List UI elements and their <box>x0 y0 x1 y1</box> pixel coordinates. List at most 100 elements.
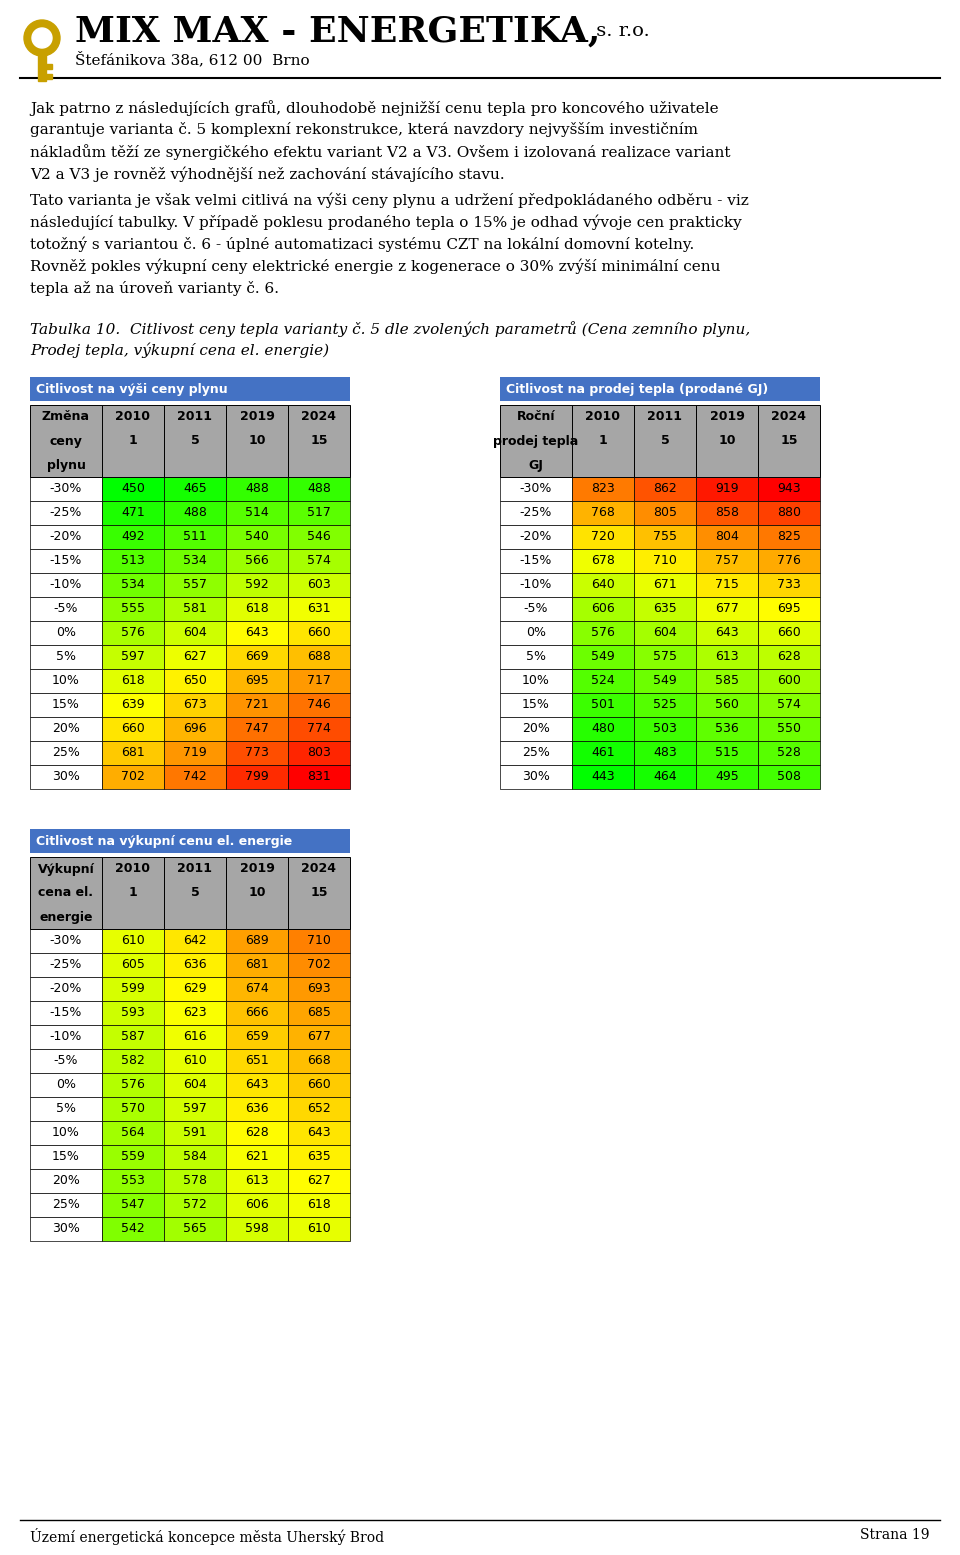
Text: V2 a V3 je rovněž výhodnější než zachování stávajícího stavu.: V2 a V3 je rovněž výhodnější než zachová… <box>30 166 505 182</box>
Text: 616: 616 <box>183 1031 206 1043</box>
Bar <box>572 526 634 549</box>
Bar <box>226 597 288 620</box>
Bar <box>164 1096 226 1121</box>
Bar <box>102 1169 164 1193</box>
Text: 774: 774 <box>307 723 331 736</box>
Bar <box>500 549 572 572</box>
Text: 660: 660 <box>778 627 801 639</box>
Text: 603: 603 <box>307 578 331 591</box>
Bar <box>758 526 820 549</box>
Text: 15%: 15% <box>52 1151 80 1163</box>
Bar <box>500 645 572 669</box>
Bar <box>164 404 226 477</box>
Text: 576: 576 <box>121 1079 145 1092</box>
Text: 681: 681 <box>245 958 269 972</box>
Bar <box>572 717 634 742</box>
Bar <box>226 477 288 501</box>
Text: 2019: 2019 <box>240 411 275 423</box>
Text: 720: 720 <box>591 530 615 544</box>
Bar <box>30 1169 102 1193</box>
Text: Výkupní: Výkupní <box>37 863 94 875</box>
Text: 773: 773 <box>245 746 269 759</box>
Text: 688: 688 <box>307 650 331 664</box>
Text: 681: 681 <box>121 746 145 759</box>
Bar <box>696 645 758 669</box>
Bar <box>30 597 102 620</box>
Text: 0%: 0% <box>56 1079 76 1092</box>
Text: 480: 480 <box>591 723 615 736</box>
Text: -25%: -25% <box>50 958 83 972</box>
Bar <box>30 477 102 501</box>
Text: 587: 587 <box>121 1031 145 1043</box>
Text: 880: 880 <box>777 507 801 519</box>
Text: 823: 823 <box>591 482 614 496</box>
Bar <box>102 645 164 669</box>
Bar <box>164 928 226 953</box>
Text: 757: 757 <box>715 555 739 568</box>
Bar <box>30 669 102 694</box>
Bar <box>30 501 102 526</box>
Text: 2011: 2011 <box>178 411 212 423</box>
Text: 768: 768 <box>591 507 615 519</box>
Text: 517: 517 <box>307 507 331 519</box>
Bar <box>572 501 634 526</box>
Text: 597: 597 <box>183 1102 207 1115</box>
Text: 25%: 25% <box>52 746 80 759</box>
Bar <box>30 620 102 645</box>
Text: 553: 553 <box>121 1174 145 1188</box>
Bar <box>500 376 820 401</box>
Text: 629: 629 <box>183 983 206 995</box>
Text: 677: 677 <box>715 602 739 616</box>
Text: 2011: 2011 <box>647 411 683 423</box>
Text: 514: 514 <box>245 507 269 519</box>
Bar <box>164 742 226 765</box>
Bar <box>288 549 350 572</box>
Bar <box>164 1144 226 1169</box>
Text: 668: 668 <box>307 1054 331 1067</box>
Bar <box>572 645 634 669</box>
Bar <box>30 953 102 977</box>
Bar <box>226 953 288 977</box>
Text: 623: 623 <box>183 1006 206 1020</box>
Bar <box>30 765 102 788</box>
Bar <box>102 669 164 694</box>
Bar <box>288 1096 350 1121</box>
Text: 501: 501 <box>591 698 615 712</box>
Text: 621: 621 <box>245 1151 269 1163</box>
Text: 524: 524 <box>591 675 614 687</box>
Text: 805: 805 <box>653 507 677 519</box>
Bar <box>30 977 102 1001</box>
Bar <box>164 977 226 1001</box>
Text: 600: 600 <box>777 675 801 687</box>
Text: 943: 943 <box>778 482 801 496</box>
Bar <box>696 669 758 694</box>
Bar <box>500 742 572 765</box>
Bar <box>288 928 350 953</box>
Text: 574: 574 <box>307 555 331 568</box>
Text: Prodej tepla, výkupní cena el. energie): Prodej tepla, výkupní cena el. energie) <box>30 344 329 359</box>
Bar <box>30 717 102 742</box>
Bar <box>30 376 350 401</box>
Text: Citlivost na výkupní cenu el. energie: Citlivost na výkupní cenu el. energie <box>36 835 292 847</box>
Text: 742: 742 <box>183 770 206 784</box>
Text: 15%: 15% <box>522 698 550 712</box>
Bar <box>226 1050 288 1073</box>
Bar <box>164 669 226 694</box>
Text: 5: 5 <box>191 886 200 899</box>
Bar <box>226 928 288 953</box>
Bar <box>102 742 164 765</box>
Bar <box>30 1096 102 1121</box>
Bar <box>758 717 820 742</box>
Text: 565: 565 <box>183 1222 207 1236</box>
Text: 15: 15 <box>310 434 327 448</box>
Bar <box>30 694 102 717</box>
Text: 550: 550 <box>777 723 801 736</box>
Bar <box>696 717 758 742</box>
Text: 534: 534 <box>121 578 145 591</box>
Text: 576: 576 <box>591 627 615 639</box>
Bar <box>758 477 820 501</box>
Text: 25%: 25% <box>522 746 550 759</box>
Bar <box>500 669 572 694</box>
Text: 746: 746 <box>307 698 331 712</box>
Text: -25%: -25% <box>50 507 83 519</box>
